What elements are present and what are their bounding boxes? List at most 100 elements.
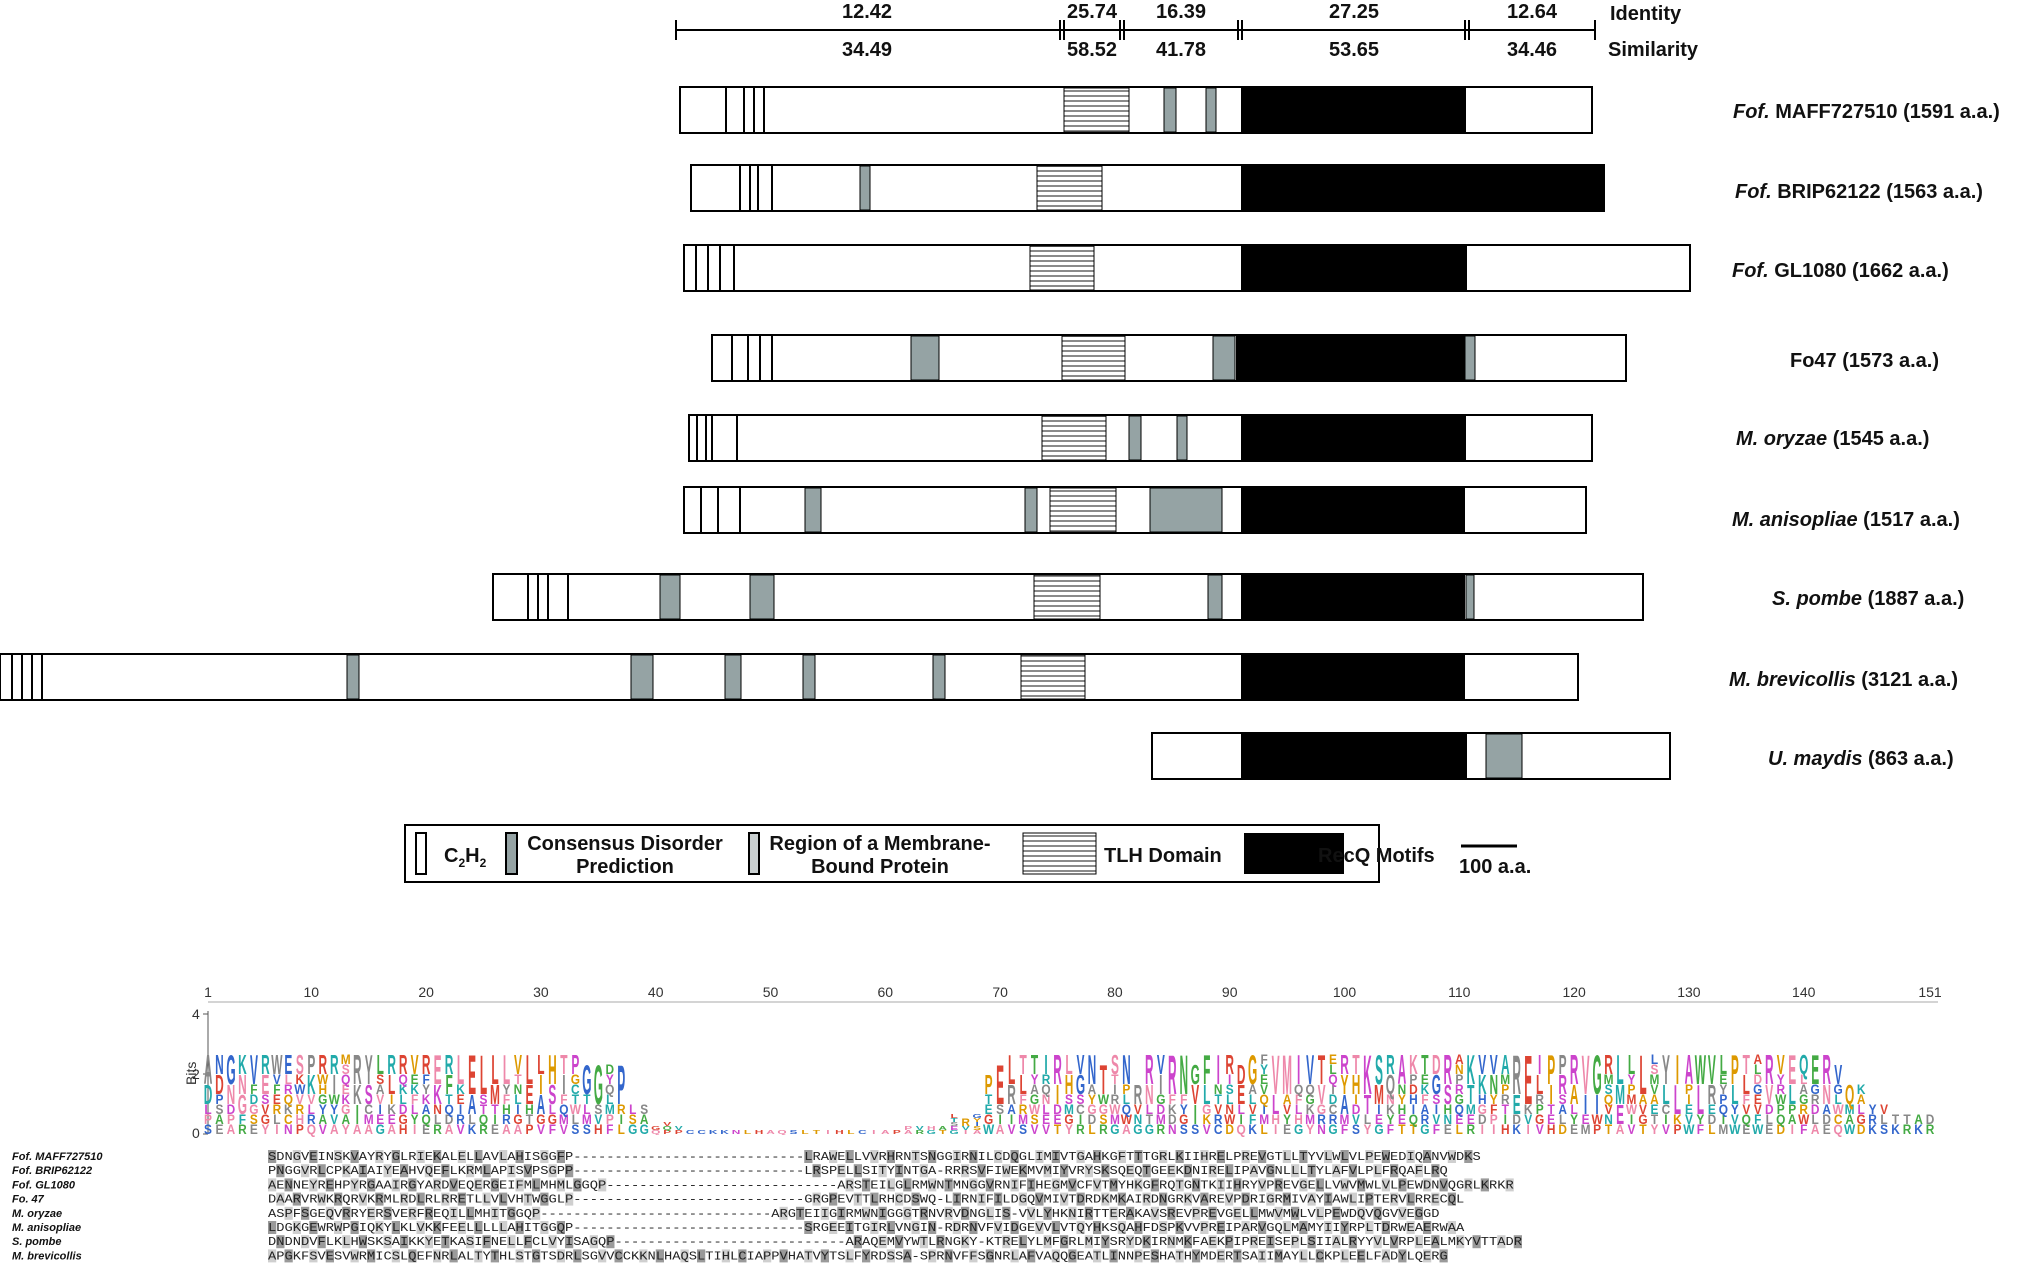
alignment-name-5: M. oryzae <box>12 1208 62 1220</box>
logo-letter: C <box>284 1111 293 1127</box>
alignment-shade <box>1192 1249 1201 1263</box>
alignment-shade <box>606 1235 615 1249</box>
logo-letter: E <box>388 1111 396 1127</box>
logo-letter: K <box>307 1069 316 1100</box>
alignment-shade <box>1299 1221 1308 1234</box>
logo-letter: Y <box>1065 1121 1073 1137</box>
logo-letter: A <box>445 1121 454 1137</box>
alignment-shade <box>334 1221 343 1234</box>
alignment-shade <box>276 1192 285 1206</box>
logo-letter: V <box>675 1125 684 1131</box>
alignment-shade <box>523 1192 532 1206</box>
logo-letter: S <box>365 1079 373 1110</box>
logo-letter: S <box>583 1121 591 1137</box>
alignment-shade <box>474 1150 483 1163</box>
logo-letter: T <box>1215 1091 1222 1107</box>
logo-letter: V <box>1524 1111 1532 1127</box>
logo-letter: C <box>571 1081 580 1097</box>
logo-letter: Q <box>1845 1079 1854 1110</box>
logo-letter: E <box>491 1121 499 1137</box>
alignment-shade <box>1431 1235 1440 1249</box>
logo-letter: R <box>1157 1121 1166 1137</box>
logo-letter: I <box>1056 1079 1059 1110</box>
alignment-shade <box>449 1178 458 1192</box>
logo-letter: S <box>571 1121 579 1137</box>
alignment-shade <box>1002 1206 1011 1220</box>
alignment-shade <box>1134 1249 1143 1263</box>
logo-letter: G <box>582 1056 591 1104</box>
alignment-shade <box>1101 1192 1110 1206</box>
alignment-shade <box>1010 1178 1019 1192</box>
alignment-shade <box>1142 1192 1151 1206</box>
logo-letter: A <box>766 1129 775 1135</box>
alignment-shade <box>1348 1235 1357 1249</box>
logo-letter: K <box>399 1081 408 1097</box>
alignment-shade <box>1051 1249 1060 1263</box>
logo-letter: L <box>1835 1091 1842 1107</box>
alignment-shade <box>820 1249 829 1263</box>
logo-letter: F <box>250 1081 257 1097</box>
protein-labels: Fof. MAFF727510 (1591 a.a.) Fof. BRIP621… <box>1729 101 2000 770</box>
logo-letter: V <box>1432 1111 1440 1127</box>
alignment-shade <box>1423 1249 1432 1263</box>
alignment-shade <box>556 1178 565 1192</box>
logo-letter: R <box>1799 1101 1808 1117</box>
logo-letter: A <box>353 1121 362 1137</box>
alignment-shade <box>1307 1164 1316 1178</box>
logo-letter: E <box>1547 1111 1555 1127</box>
logo-letter: N <box>1386 1091 1395 1107</box>
logo-letter: E <box>1788 1046 1796 1094</box>
alignment-shade <box>738 1249 747 1263</box>
alignment-shade <box>1249 1235 1258 1249</box>
alignment-shade <box>1018 1164 1027 1178</box>
logo-letter: F <box>1697 1121 1704 1137</box>
logo-letter: V <box>1536 1121 1544 1137</box>
alignment-shade <box>540 1150 549 1163</box>
logo-letter: L <box>1008 1046 1015 1094</box>
logo-letter: A <box>468 1089 477 1120</box>
alignment-shade <box>1208 1235 1217 1249</box>
logo-letter: M <box>1500 1071 1510 1087</box>
logo-letter: H <box>1398 1101 1407 1117</box>
alignment-shade <box>1324 1192 1333 1206</box>
logo-letter: V <box>1662 1121 1670 1137</box>
logo-letter: P <box>1593 1121 1601 1137</box>
logo-ytick-2: 2 <box>192 1066 200 1082</box>
logo-letter: I <box>333 1069 336 1100</box>
logo-letter: E <box>1260 1071 1268 1087</box>
tlh-domain-7 <box>1033 574 1101 620</box>
logo-letter: A <box>904 1129 913 1135</box>
logo-letter: T <box>1548 1101 1555 1117</box>
alignment-shade <box>1150 1178 1159 1192</box>
logo-letter: I <box>1595 1089 1598 1120</box>
logo-letter: D <box>1708 1111 1717 1127</box>
alignment-shade <box>845 1249 854 1263</box>
logo-letter: V <box>1834 1059 1842 1090</box>
logo-letter: T <box>1421 1049 1428 1080</box>
logo-letter: S <box>640 1101 648 1117</box>
alignment-shade <box>1159 1150 1168 1163</box>
logo-letter: I <box>1550 1079 1553 1110</box>
logo-letter: R <box>1455 1081 1464 1097</box>
alignment-shade <box>482 1164 491 1178</box>
logo-letter: N <box>1455 1061 1464 1077</box>
logo-letter: F <box>1169 1091 1176 1107</box>
logo-letter: L <box>1364 1111 1371 1127</box>
logo-letter: V <box>411 1049 419 1080</box>
logo-xtick-90: 90 <box>1222 984 1238 1000</box>
logo-letter: L <box>1662 1079 1669 1110</box>
logo-letter: V <box>1478 1049 1486 1080</box>
logo-letter: R <box>1386 1049 1395 1080</box>
alignment-shade <box>1365 1192 1374 1206</box>
logo-letter: G <box>399 1111 408 1127</box>
logo-letter: D <box>399 1101 408 1117</box>
alignment-shade <box>1035 1150 1044 1163</box>
logo-letter: L <box>457 1046 464 1094</box>
alignment-shade <box>804 1150 813 1163</box>
alignment-shade <box>490 1178 499 1192</box>
logo-letter: H <box>927 1125 936 1131</box>
alignment-shade <box>1109 1178 1118 1192</box>
logo-letter: Q <box>1742 1111 1751 1127</box>
alignment-shade <box>433 1178 442 1192</box>
alignment-shade <box>1010 1221 1019 1234</box>
